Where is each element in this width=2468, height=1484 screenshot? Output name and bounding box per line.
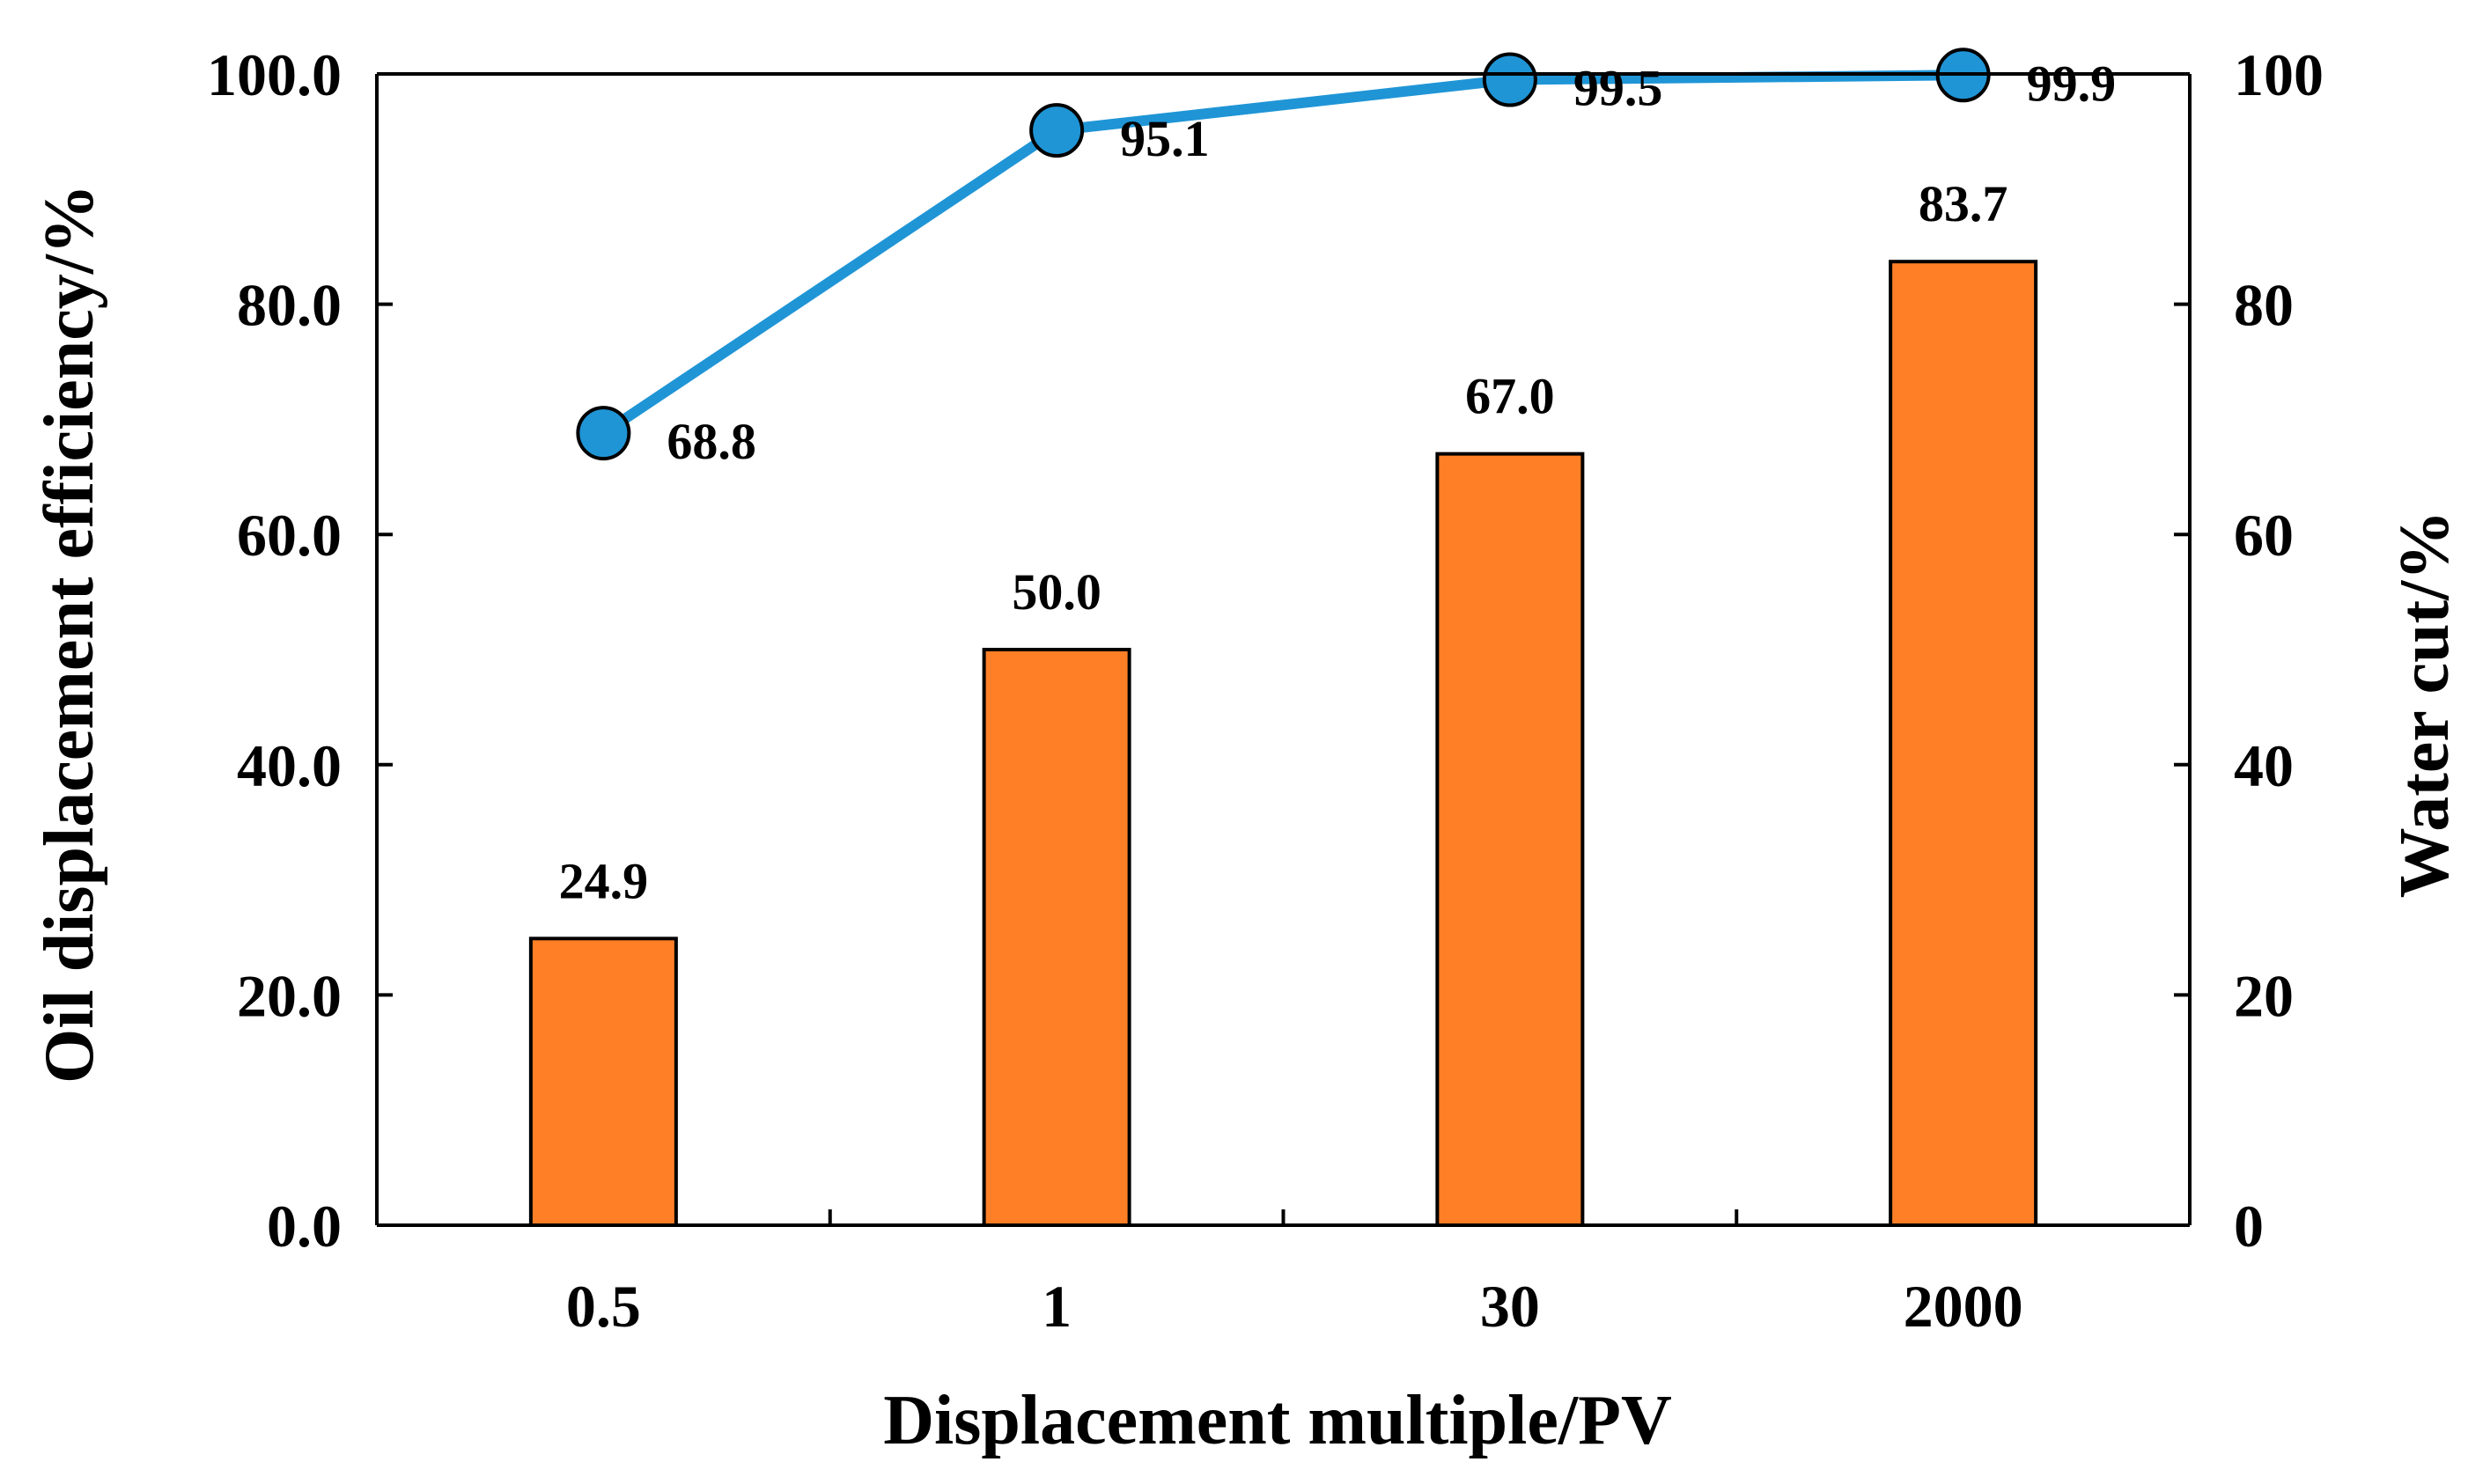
x-tick-label-1: 1: [1042, 1273, 1072, 1340]
x-tick-label-0.5: 0.5: [566, 1273, 641, 1340]
y-tick-label: 100.0: [207, 41, 342, 108]
bar-1: [982, 648, 1131, 1227]
water-cut-label-0.5: 68.8: [667, 413, 756, 470]
bar-label-30: 67.0: [1465, 368, 1555, 425]
bar-label-0.5: 24.9: [559, 852, 649, 909]
x-tick-label-30: 30: [1480, 1273, 1540, 1340]
line-series-water-cut: 68.8 95.1 99.5 99.9: [576, 48, 2117, 470]
y-tick-label: 80.0: [237, 272, 342, 339]
water-cut-label-1: 95.1: [1120, 110, 1210, 167]
bar-2000: [1889, 260, 2038, 1228]
y2-tick-label: 0: [2234, 1193, 2264, 1260]
y-tick-label: 60.0: [237, 502, 342, 569]
water-cut-point-1: [1029, 103, 1085, 158]
y2-tick-label: 60: [2234, 502, 2294, 569]
bar-30: [1435, 452, 1585, 1227]
x-axis-title: Displacement multiple/PV: [883, 1382, 1671, 1459]
axes: [375, 72, 2192, 1227]
tick-labels: 0.0 20.0 40.0 60.0 80.0 100.0 0 20 40 60 80 100 0.5 1…: [207, 41, 2324, 1340]
bar-label-1: 50.0: [1012, 563, 1101, 621]
bar-0.5: [528, 937, 678, 1227]
water-cut-label-30: 99.5: [1573, 60, 1663, 117]
y2-tick-label: 80: [2234, 272, 2294, 339]
y2-axis-title: Water cut/%: [2386, 511, 2464, 899]
y2-tick-label: 100: [2234, 41, 2324, 108]
water-cut-point-0.5: [576, 406, 631, 461]
x-tick-label-2000: 2000: [1904, 1273, 2023, 1340]
y2-tick-label: 20: [2234, 962, 2294, 1029]
water-cut-label-2000: 99.9: [2027, 55, 2117, 112]
water-cut-line: [598, 70, 1969, 439]
bar-series-oil-displacement: [528, 260, 2038, 1228]
y-axis-title: Oil displacement efficiency/%: [31, 184, 108, 1084]
y-tick-label: 40.0: [237, 732, 342, 799]
y2-tick-label: 40: [2234, 732, 2294, 799]
bar-data-labels: 24.9 50.0 67.0 83.7: [559, 175, 2008, 909]
y-tick-label: 20.0: [237, 962, 342, 1029]
bar-label-2000: 83.7: [1919, 175, 2008, 232]
y-tick-label: 0.0: [267, 1193, 342, 1260]
water-cut-point-30: [1482, 52, 1537, 107]
